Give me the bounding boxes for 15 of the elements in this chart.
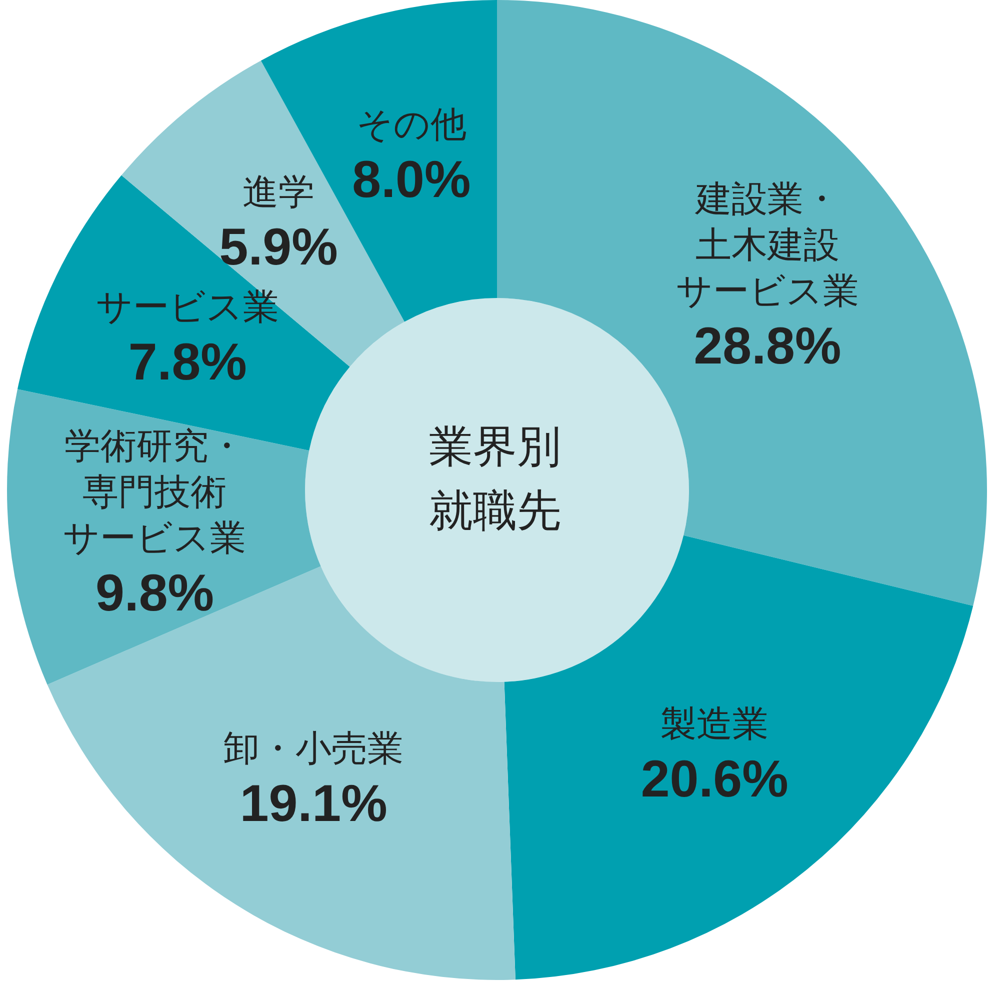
slice-label: その他 — [356, 104, 466, 146]
text: 業界別就職先 — [429, 422, 561, 536]
data-label: 28.8% — [694, 317, 842, 376]
data-label: 19.1% — [240, 775, 388, 834]
slice-label: サービス業 — [96, 287, 280, 328]
data-label: 7.8% — [128, 334, 247, 392]
slice-label: 建設業・土木建設サービス業 — [676, 178, 859, 312]
slice-label: 学術研究・専門技術サービス業 — [63, 426, 246, 560]
data-label: 5.9% — [219, 218, 338, 276]
data-label: 20.6% — [640, 750, 788, 808]
data-label: 9.8% — [95, 564, 214, 623]
data-label: 8.0% — [352, 150, 471, 209]
slice-label: 製造業 — [660, 704, 769, 745]
slice-label: 卸・小売業 — [224, 728, 404, 770]
slice-label: 進学 — [242, 172, 315, 213]
